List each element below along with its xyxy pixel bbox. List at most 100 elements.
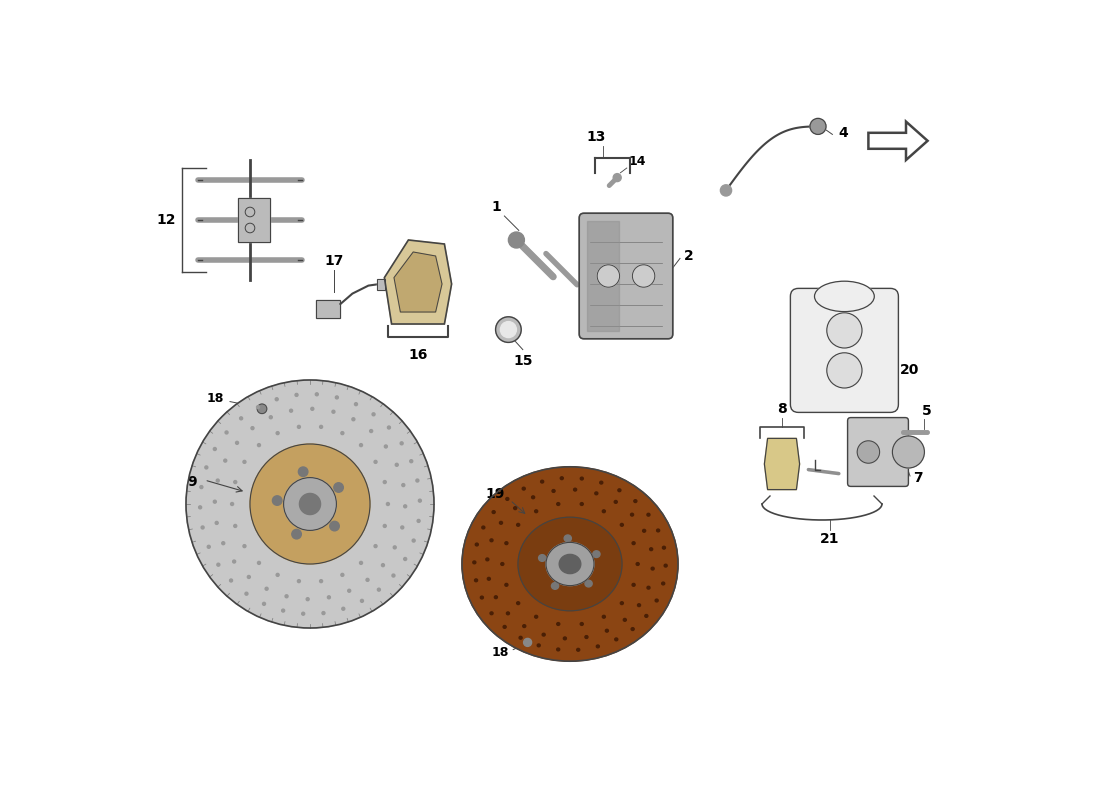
Ellipse shape — [492, 510, 495, 514]
Circle shape — [231, 502, 233, 506]
Circle shape — [366, 578, 368, 582]
Circle shape — [301, 612, 305, 615]
Circle shape — [292, 530, 301, 539]
Circle shape — [217, 563, 220, 566]
Circle shape — [233, 481, 236, 483]
Ellipse shape — [462, 467, 678, 661]
Text: 7: 7 — [913, 470, 923, 485]
Ellipse shape — [585, 636, 588, 638]
Ellipse shape — [618, 489, 620, 492]
Circle shape — [360, 562, 363, 564]
Ellipse shape — [551, 582, 559, 590]
Ellipse shape — [535, 615, 538, 618]
Ellipse shape — [631, 628, 635, 630]
Ellipse shape — [522, 487, 525, 490]
Circle shape — [243, 460, 246, 463]
Ellipse shape — [614, 501, 617, 503]
Ellipse shape — [662, 582, 664, 585]
Ellipse shape — [657, 529, 660, 532]
Circle shape — [235, 442, 239, 444]
Ellipse shape — [540, 480, 543, 483]
Ellipse shape — [596, 645, 600, 648]
Circle shape — [384, 445, 387, 448]
Circle shape — [410, 460, 412, 462]
Circle shape — [320, 580, 322, 582]
Bar — [377, 279, 385, 290]
FancyBboxPatch shape — [791, 288, 899, 413]
Circle shape — [341, 574, 344, 576]
FancyBboxPatch shape — [580, 213, 673, 339]
Circle shape — [320, 426, 322, 428]
Ellipse shape — [557, 502, 560, 506]
Text: 16: 16 — [408, 348, 428, 362]
Bar — [316, 300, 340, 318]
Ellipse shape — [630, 514, 634, 516]
Ellipse shape — [500, 562, 504, 566]
Ellipse shape — [647, 514, 650, 516]
Circle shape — [374, 460, 377, 463]
Circle shape — [243, 545, 246, 548]
Ellipse shape — [620, 523, 624, 526]
Text: 12: 12 — [156, 213, 176, 227]
Circle shape — [205, 466, 208, 469]
Circle shape — [500, 322, 516, 338]
Bar — [238, 198, 270, 242]
Ellipse shape — [620, 602, 624, 605]
Ellipse shape — [546, 542, 594, 586]
Circle shape — [201, 526, 205, 529]
Circle shape — [348, 590, 351, 592]
Ellipse shape — [814, 281, 874, 311]
Circle shape — [332, 410, 334, 414]
Circle shape — [857, 441, 880, 463]
Polygon shape — [394, 252, 442, 312]
Circle shape — [273, 496, 282, 506]
Bar — [377, 279, 385, 290]
Ellipse shape — [535, 510, 538, 513]
Ellipse shape — [636, 562, 639, 566]
Circle shape — [256, 406, 260, 409]
Circle shape — [328, 596, 330, 598]
Circle shape — [416, 479, 419, 482]
Text: 5: 5 — [922, 403, 932, 418]
Ellipse shape — [490, 612, 493, 614]
Circle shape — [322, 612, 324, 614]
Circle shape — [613, 174, 621, 182]
Circle shape — [417, 519, 420, 522]
Ellipse shape — [531, 496, 535, 498]
Circle shape — [216, 522, 218, 525]
Circle shape — [223, 459, 227, 462]
Text: 8: 8 — [777, 402, 786, 416]
Text: 17: 17 — [324, 254, 343, 268]
Ellipse shape — [563, 637, 566, 640]
Circle shape — [377, 588, 381, 591]
Circle shape — [217, 479, 219, 482]
Circle shape — [330, 522, 339, 531]
Ellipse shape — [486, 558, 488, 561]
Circle shape — [892, 436, 924, 468]
Polygon shape — [868, 122, 927, 160]
Ellipse shape — [482, 526, 485, 529]
Circle shape — [404, 505, 407, 508]
Circle shape — [400, 526, 404, 529]
Ellipse shape — [632, 583, 635, 586]
Circle shape — [298, 467, 308, 477]
Ellipse shape — [475, 543, 478, 546]
Circle shape — [295, 394, 298, 396]
Circle shape — [233, 525, 236, 527]
Circle shape — [333, 482, 343, 492]
Circle shape — [200, 486, 202, 489]
Circle shape — [412, 539, 415, 542]
Ellipse shape — [473, 561, 476, 564]
Ellipse shape — [581, 477, 583, 480]
Ellipse shape — [662, 546, 665, 549]
Circle shape — [289, 410, 293, 412]
Ellipse shape — [650, 548, 652, 550]
Text: 19: 19 — [486, 487, 505, 502]
Ellipse shape — [576, 648, 580, 651]
Ellipse shape — [580, 622, 583, 626]
Circle shape — [387, 426, 390, 429]
Circle shape — [213, 447, 217, 450]
Circle shape — [336, 396, 339, 399]
Ellipse shape — [506, 612, 509, 614]
Ellipse shape — [585, 580, 592, 587]
